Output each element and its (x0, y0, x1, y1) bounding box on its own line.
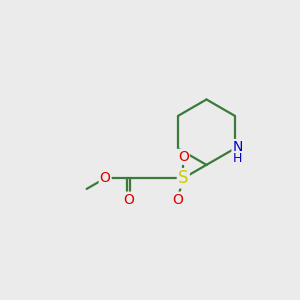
Text: O: O (100, 171, 111, 185)
Text: O: O (123, 193, 134, 207)
Text: S: S (178, 169, 189, 187)
Text: O: O (172, 193, 183, 207)
Text: N: N (232, 140, 243, 154)
Text: H: H (233, 152, 242, 165)
Text: O: O (178, 150, 189, 164)
